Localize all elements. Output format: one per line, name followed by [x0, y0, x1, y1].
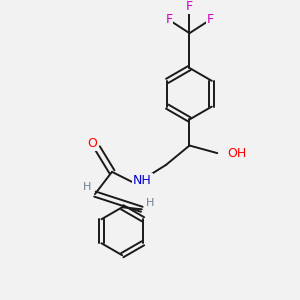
Text: OH: OH	[227, 147, 247, 160]
Text: NH: NH	[133, 174, 152, 187]
Text: H: H	[82, 182, 91, 192]
Text: H: H	[146, 198, 154, 208]
Text: F: F	[166, 13, 172, 26]
Text: O: O	[87, 137, 97, 150]
Text: F: F	[206, 13, 214, 26]
Text: F: F	[186, 0, 193, 13]
